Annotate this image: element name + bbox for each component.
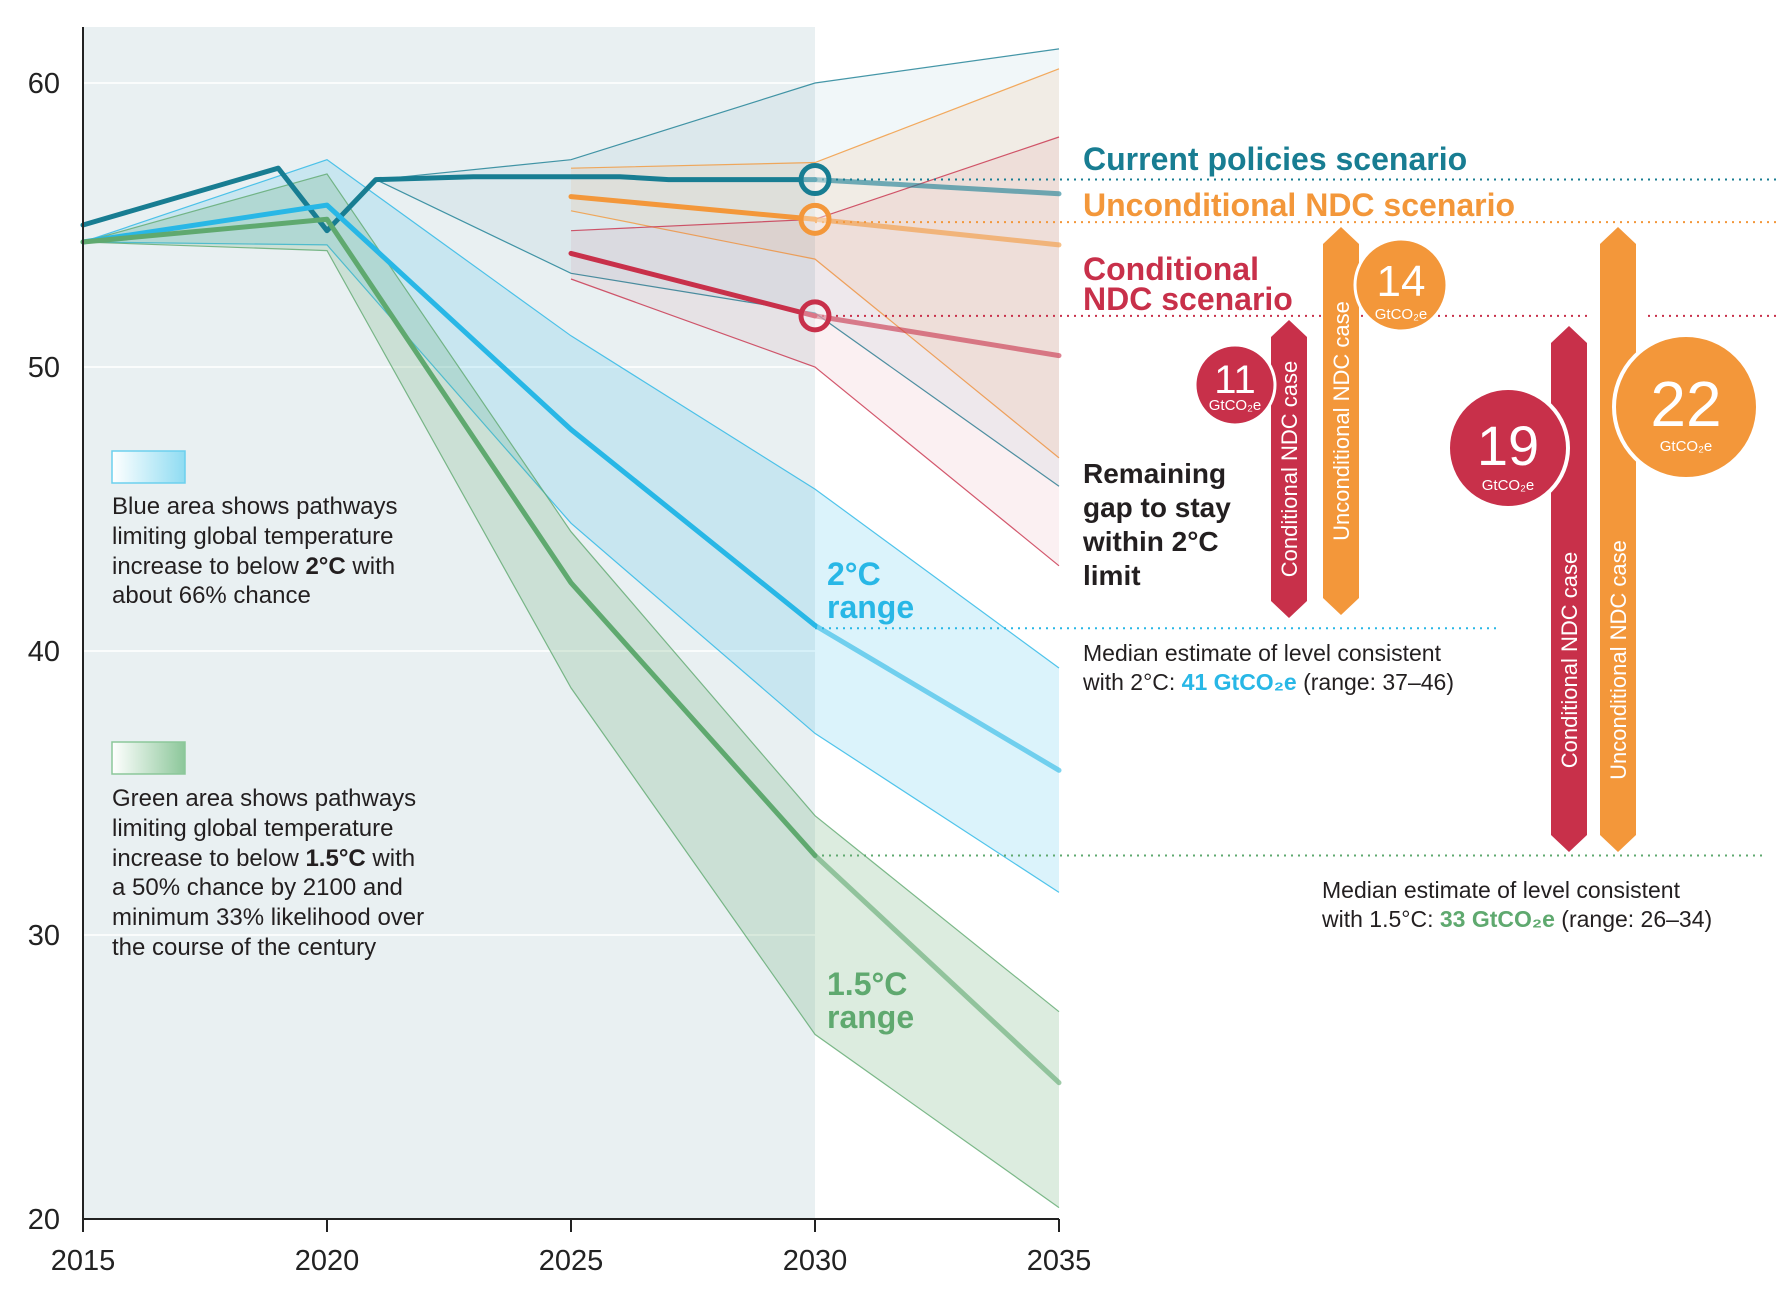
marker-2030-current — [798, 163, 832, 197]
series-line-onefive — [80, 216, 818, 858]
label-15c-range-line2: range — [827, 999, 914, 1035]
green-note-15c: 1.5°C — [305, 845, 365, 872]
band-two — [83, 159, 1059, 893]
green-note-line1: Green area shows pathways — [112, 785, 416, 812]
x-tick-label-2035: 2035 — [1027, 1245, 1092, 1277]
band-lower-two — [82, 241, 1060, 893]
green-area-note: Green area shows pathways limiting globa… — [112, 785, 431, 961]
x-tick-label-2030: 2030 — [783, 1245, 848, 1277]
y-tick-label-60: 60 — [28, 68, 60, 100]
green-note-line3b: with — [366, 845, 415, 872]
gap-bar-conditional-15c-label: Conditional NDC case — [1557, 552, 1582, 768]
band-upper-two — [82, 159, 1060, 669]
series-projection-current — [812, 177, 1062, 197]
x-tick-label-2020: 2020 — [295, 1245, 360, 1277]
y-tick-label-40: 40 — [28, 636, 60, 668]
median-15c-note: Median estimate of level consistent with… — [1321, 877, 1712, 932]
blue-area-swatch — [111, 450, 186, 484]
label-unconditional-ndc: Unconditional NDC scenario — [1083, 187, 1515, 223]
gap-value-19: 19 — [1477, 414, 1539, 477]
gap-value-22: 22 — [1650, 368, 1721, 440]
blue-note-2c: 2°C — [305, 553, 345, 580]
gap-bar-conditional-2c-label: Conditional NDC case — [1277, 361, 1302, 577]
band-current — [375, 48, 1059, 487]
marker-2030-cond — [798, 299, 832, 333]
series-line-two — [80, 202, 818, 628]
label-current-policies: Current policies scenario — [1083, 141, 1467, 177]
series-line-uncond — [568, 194, 818, 222]
label-15c-range-line1: 1.5°C — [827, 966, 907, 1002]
label-2c-range-line2: range — [827, 589, 914, 625]
label-conditional-ndc-line1: Conditional — [1083, 251, 1259, 287]
y-tick-label-30: 30 — [28, 920, 60, 952]
x-tick-label-2015: 2015 — [51, 1245, 116, 1277]
band-lower-onefive — [82, 241, 1060, 1209]
label-2c-range-line1: 2°C — [827, 556, 881, 592]
band-onefive — [83, 173, 1059, 1208]
gap-bar-unconditional-2c — [1323, 227, 1359, 615]
series-projection-cond — [812, 313, 1062, 359]
gap-circle-22 — [1612, 333, 1760, 481]
gap-circle-11 — [1193, 343, 1277, 427]
series-projection-two — [812, 622, 1062, 773]
gap-unit-14: GtCO₂e — [1375, 306, 1428, 323]
median-2c-suffix: (range: 37–46) — [1297, 669, 1454, 695]
series-line-cond — [568, 250, 818, 319]
gap-title-line3: within 2°C — [1082, 526, 1219, 557]
marker-2030-uncond — [798, 202, 832, 236]
gap-circle-14 — [1353, 237, 1449, 333]
band-lower-current — [375, 179, 1060, 487]
series-line-current — [80, 165, 818, 234]
gap-unit-19: GtCO₂e — [1482, 477, 1535, 494]
median-2c-prefix: with 2°C: — [1082, 669, 1182, 695]
gap-value-14: 14 — [1377, 257, 1426, 306]
blue-note-line3b: with — [346, 553, 395, 580]
gap-unit-22: GtCO₂e — [1660, 438, 1713, 455]
label-conditional-ndc-line2: NDC scenario — [1083, 281, 1293, 317]
band-uncond — [571, 68, 1059, 458]
green-note-line6: the course of the century — [112, 934, 376, 961]
blue-area-note: Blue area shows pathways limiting global… — [112, 493, 404, 609]
blue-note-line1: Blue area shows pathways — [112, 493, 398, 520]
median-15c-line1: Median estimate of level consistent — [1322, 877, 1681, 903]
blue-note-line3a: increase to below — [112, 553, 305, 580]
x-tick-label-2025: 2025 — [539, 1245, 604, 1277]
green-note-line5: minimum 33% likelihood over — [112, 904, 424, 931]
series-projection-onefive — [812, 853, 1062, 1086]
median-15c-prefix: with 1.5°C: — [1321, 906, 1440, 932]
gap-title-line1: Remaining — [1083, 458, 1226, 489]
median-15c-suffix: (range: 26–34) — [1555, 906, 1712, 932]
band-upper-uncond — [570, 68, 1060, 169]
gap-bar-unconditional-2c-label: Unconditional NDC case — [1329, 301, 1354, 541]
gap-circle-19 — [1446, 386, 1570, 510]
band-upper-current — [375, 48, 1060, 181]
gap-title-line4: limit — [1083, 560, 1141, 591]
y-tick-label-50: 50 — [28, 352, 60, 384]
green-area-swatch — [111, 741, 186, 775]
band-cond — [571, 137, 1059, 566]
band-lower-cond — [570, 278, 1060, 567]
gap-title-line2: gap to stay — [1083, 492, 1231, 523]
series-projection-uncond — [812, 216, 1062, 248]
green-note-line4: a 50% chance by 2100 and — [112, 874, 403, 901]
blue-note-line2: limiting global temperature — [112, 523, 393, 550]
median-2c-note: Median estimate of level consistent with… — [1082, 640, 1454, 695]
median-2c-value: 41 GtCO₂e — [1182, 669, 1297, 695]
y-tick-label-20: 20 — [28, 1204, 60, 1236]
green-note-line2: limiting global temperature — [112, 815, 393, 842]
median-2c-line1: Median estimate of level consistent — [1083, 640, 1442, 666]
gap-value-11: 11 — [1214, 358, 1256, 402]
gap-unit-11: GtCO₂e — [1209, 397, 1262, 414]
gap-bar-unconditional-15c-label: Unconditional NDC case — [1606, 540, 1631, 780]
band-upper-onefive — [82, 173, 1060, 1013]
median-15c-value: 33 GtCO₂e — [1440, 906, 1555, 932]
blue-note-line4: about 66% chance — [112, 582, 311, 609]
green-note-line3a: increase to below — [112, 845, 305, 872]
gap-bar-conditional-2c — [1271, 320, 1307, 618]
